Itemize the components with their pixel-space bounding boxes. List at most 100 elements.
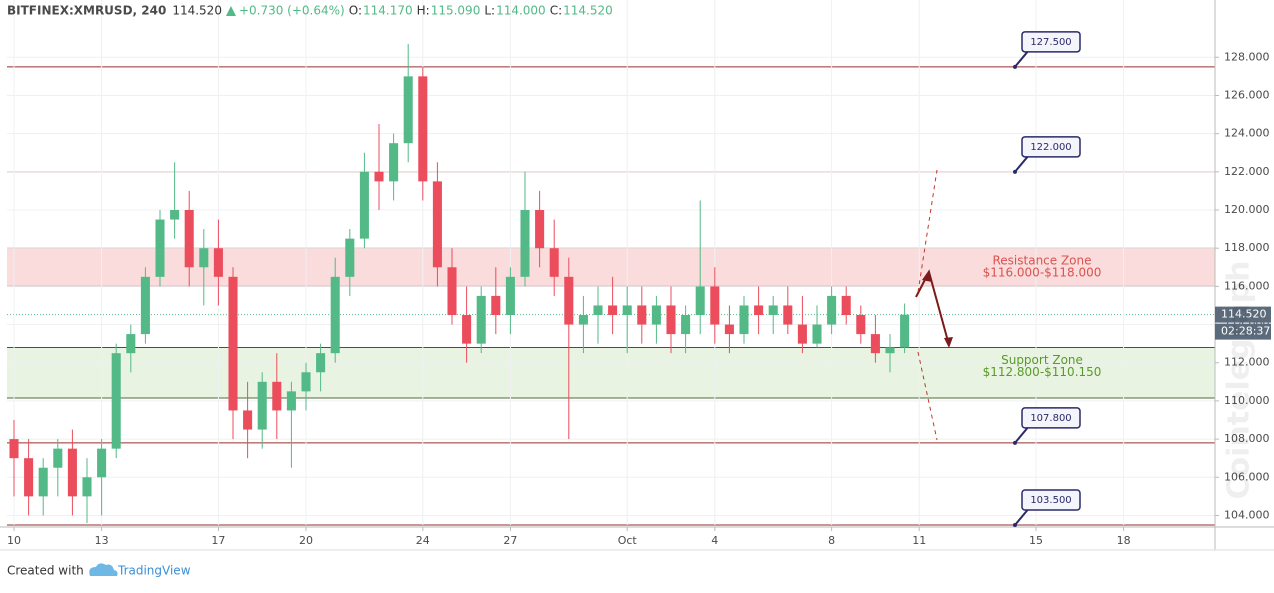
candle-body bbox=[228, 276, 238, 411]
candle-body bbox=[462, 315, 472, 344]
change: +0.730 (+0.64%) bbox=[239, 4, 345, 18]
candle-body bbox=[403, 76, 413, 144]
candle-body bbox=[24, 458, 34, 497]
y-tick-label: 124.000 bbox=[1224, 127, 1270, 140]
candle-body bbox=[330, 276, 340, 354]
y-tick-label: 122.000 bbox=[1224, 165, 1270, 178]
callout-box bbox=[1021, 407, 1081, 429]
candle-body bbox=[184, 210, 194, 268]
candle-body bbox=[286, 391, 296, 411]
ohlc-value: 114.520 bbox=[563, 4, 613, 18]
candle-body bbox=[593, 305, 603, 315]
zone bbox=[7, 347, 1215, 399]
ohlc-key: C: bbox=[550, 4, 562, 18]
candle-body bbox=[359, 171, 369, 239]
callout-label: 122.000 bbox=[1030, 142, 1071, 153]
candle-body bbox=[126, 334, 136, 354]
zone-label: $112.800-$110.150 bbox=[983, 365, 1102, 379]
candle-body bbox=[418, 76, 428, 182]
ohlc-value: 114.000 bbox=[496, 4, 546, 18]
y-tick-label: 128.000 bbox=[1224, 50, 1270, 63]
candle-body bbox=[695, 286, 705, 315]
candle-body bbox=[53, 448, 63, 468]
candle-body bbox=[564, 276, 574, 325]
candle-body bbox=[841, 295, 851, 315]
candle-body bbox=[9, 439, 19, 459]
candle-body bbox=[82, 477, 92, 497]
ohlc-value: 115.090 bbox=[431, 4, 481, 18]
candle-body bbox=[754, 305, 764, 315]
candle-body bbox=[520, 210, 530, 277]
x-tick-label: 15 bbox=[1029, 534, 1043, 547]
header: BITFINEX:XMRUSD, 240 114.520 +0.730 (+0.6… bbox=[7, 4, 613, 18]
callout-anchor bbox=[1013, 169, 1017, 174]
footer-prefix: Created with bbox=[7, 564, 84, 578]
candle-body bbox=[476, 295, 486, 344]
last-price-label: 114.520 bbox=[1221, 308, 1267, 321]
candle-body bbox=[257, 381, 267, 430]
y-tick-label: 116.000 bbox=[1224, 279, 1270, 292]
y-tick-label: 106.000 bbox=[1224, 470, 1270, 483]
x-tick-label: 10 bbox=[7, 534, 21, 547]
symbol: BITFINEX:XMRUSD, 240 bbox=[7, 4, 166, 18]
y-tick-label: 110.000 bbox=[1224, 394, 1270, 407]
candle-body bbox=[170, 210, 180, 220]
projection-arrows bbox=[915, 169, 953, 441]
candle-body bbox=[213, 248, 223, 277]
y-tick-label: 118.000 bbox=[1224, 241, 1270, 254]
labels-layer: 104.000106.000108.000110.000112.000114.0… bbox=[7, 31, 1271, 547]
x-tick-label: 11 bbox=[912, 534, 926, 547]
candle-body bbox=[900, 314, 910, 348]
candle-body bbox=[374, 171, 384, 182]
ohlc-value: 114.170 bbox=[363, 4, 413, 18]
candle-body bbox=[155, 219, 165, 277]
candle-body bbox=[885, 347, 895, 354]
x-tick-label: 4 bbox=[711, 534, 718, 547]
candle-body bbox=[301, 372, 311, 392]
candle-body bbox=[140, 276, 150, 335]
candle-body bbox=[243, 410, 253, 430]
callout-box bbox=[1021, 489, 1081, 511]
candle-body bbox=[38, 467, 48, 497]
y-tick-label: 126.000 bbox=[1224, 88, 1270, 101]
ohlc-key: O: bbox=[349, 4, 362, 18]
callout-label: 107.800 bbox=[1030, 413, 1071, 424]
candle-body bbox=[345, 238, 355, 277]
zone-title: Support Zone bbox=[1001, 353, 1083, 367]
x-tick-label: 27 bbox=[503, 534, 517, 547]
candle-body bbox=[199, 248, 209, 268]
candle-body bbox=[651, 305, 661, 325]
countdown-box bbox=[1215, 323, 1271, 340]
candle-body bbox=[432, 181, 442, 268]
countdown: 02:28:37 bbox=[1221, 325, 1270, 338]
candle-body bbox=[111, 353, 121, 449]
x-tick-label: 20 bbox=[299, 534, 313, 547]
candle-body bbox=[827, 295, 837, 325]
x-tick-label: 17 bbox=[211, 534, 225, 547]
candle-body bbox=[549, 248, 559, 277]
candle-body bbox=[870, 334, 880, 354]
candle-body bbox=[622, 305, 632, 315]
y-tick-label: 104.000 bbox=[1224, 508, 1270, 521]
callout-anchor bbox=[1013, 64, 1017, 69]
candles-layer bbox=[9, 43, 910, 524]
arrow-head bbox=[922, 270, 932, 282]
candle-body bbox=[535, 210, 545, 249]
footer-brand[interactable]: TradingView bbox=[117, 564, 191, 578]
callout-anchor bbox=[1013, 440, 1017, 445]
zone-title: Resistance Zone bbox=[992, 254, 1091, 268]
callout-box bbox=[1021, 136, 1081, 158]
axes-layer bbox=[0, 0, 1274, 551]
candle-body bbox=[578, 315, 588, 325]
zone-label: $116.000-$118.000 bbox=[983, 266, 1102, 280]
candle-body bbox=[739, 305, 749, 335]
candle-body bbox=[97, 448, 107, 478]
up-triangle bbox=[225, 6, 236, 16]
callout-label: 103.500 bbox=[1030, 495, 1071, 506]
y-tick-label: 120.000 bbox=[1224, 203, 1270, 216]
candle-body bbox=[812, 324, 822, 344]
candle-body bbox=[724, 324, 734, 335]
